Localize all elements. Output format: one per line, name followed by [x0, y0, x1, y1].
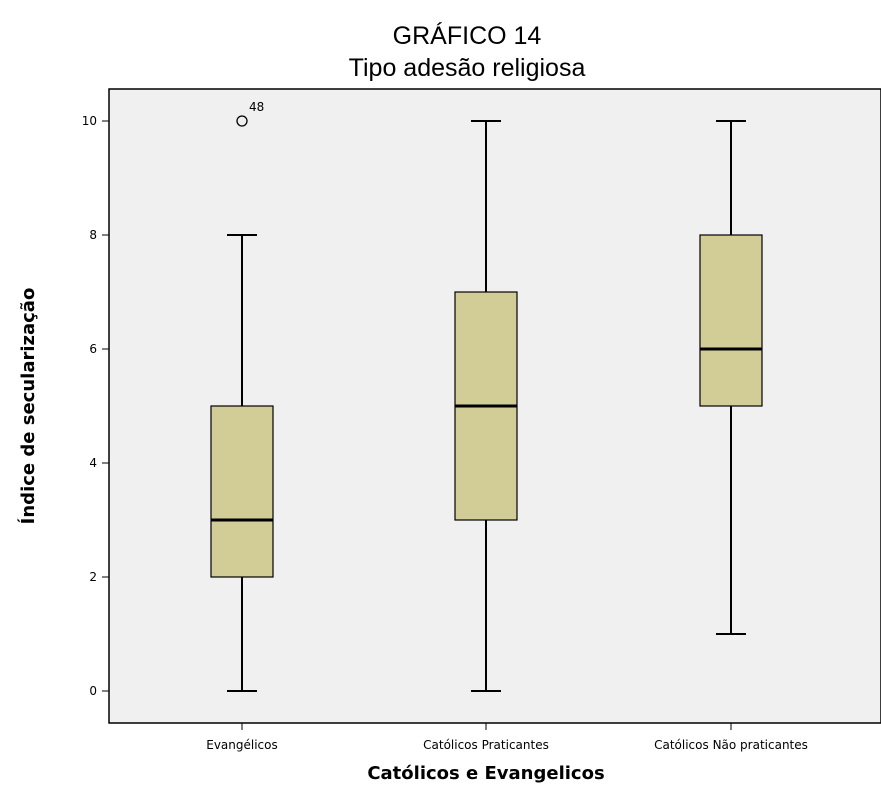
y-tick-label: 2 — [89, 570, 97, 584]
chart-subtitle: Tipo adesão religiosa — [349, 54, 586, 82]
x-tick-label: Católicos Praticantes — [423, 738, 549, 752]
outlier-point — [236, 115, 248, 127]
box-group: 48 — [210, 100, 274, 692]
chart-title: GRÁFICO 14 — [393, 21, 542, 50]
box-group — [454, 120, 518, 692]
boxes: 48 — [210, 100, 763, 692]
iqr-box — [699, 234, 763, 407]
y-axis: 0 2 4 6 8 10 — [82, 114, 109, 698]
iqr-box — [210, 405, 274, 578]
y-tick-label: 4 — [89, 456, 97, 470]
x-axis: Evangélicos Católicos Praticantes Católico… — [206, 723, 808, 752]
y-tick-label: 10 — [82, 114, 97, 128]
y-axis-title: Índice de secularização — [17, 288, 39, 525]
y-tick-label: 8 — [89, 228, 97, 242]
box-group — [699, 120, 763, 635]
x-axis-title: Católicos e Evangelicos — [367, 763, 604, 784]
y-tick-label: 6 — [89, 342, 97, 356]
x-tick-label: Evangélicos — [206, 738, 278, 752]
x-tick-label: Católicos Não praticantes — [654, 738, 808, 752]
y-tick-label: 0 — [89, 684, 97, 698]
outlier-label: 48 — [249, 100, 264, 114]
